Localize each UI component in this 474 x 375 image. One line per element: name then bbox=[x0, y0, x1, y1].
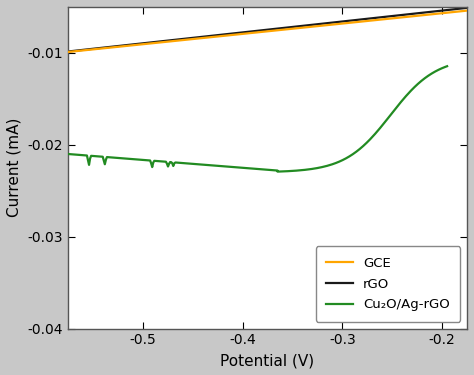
Cu₂O/Ag-rGO bbox=[365, 139, 371, 143]
Cu₂O/Ag-rGO bbox=[398, 100, 404, 104]
Cu₂O/Ag-rGO bbox=[66, 152, 72, 156]
Legend: GCE, rGO, Cu₂O/Ag-rGO: GCE, rGO, Cu₂O/Ag-rGO bbox=[316, 246, 460, 322]
Cu₂O/Ag-rGO bbox=[274, 170, 280, 174]
Y-axis label: Current (mA): Current (mA) bbox=[7, 118, 22, 218]
Cu₂O/Ag-rGO bbox=[65, 152, 71, 156]
Cu₂O/Ag-rGO bbox=[444, 64, 450, 69]
X-axis label: Potential (V): Potential (V) bbox=[220, 353, 315, 368]
Cu₂O/Ag-rGO bbox=[253, 166, 258, 171]
Cu₂O/Ag-rGO bbox=[258, 167, 264, 171]
Cu₂O/Ag-rGO bbox=[252, 166, 257, 171]
Line: Cu₂O/Ag-rGO: Cu₂O/Ag-rGO bbox=[68, 66, 447, 172]
